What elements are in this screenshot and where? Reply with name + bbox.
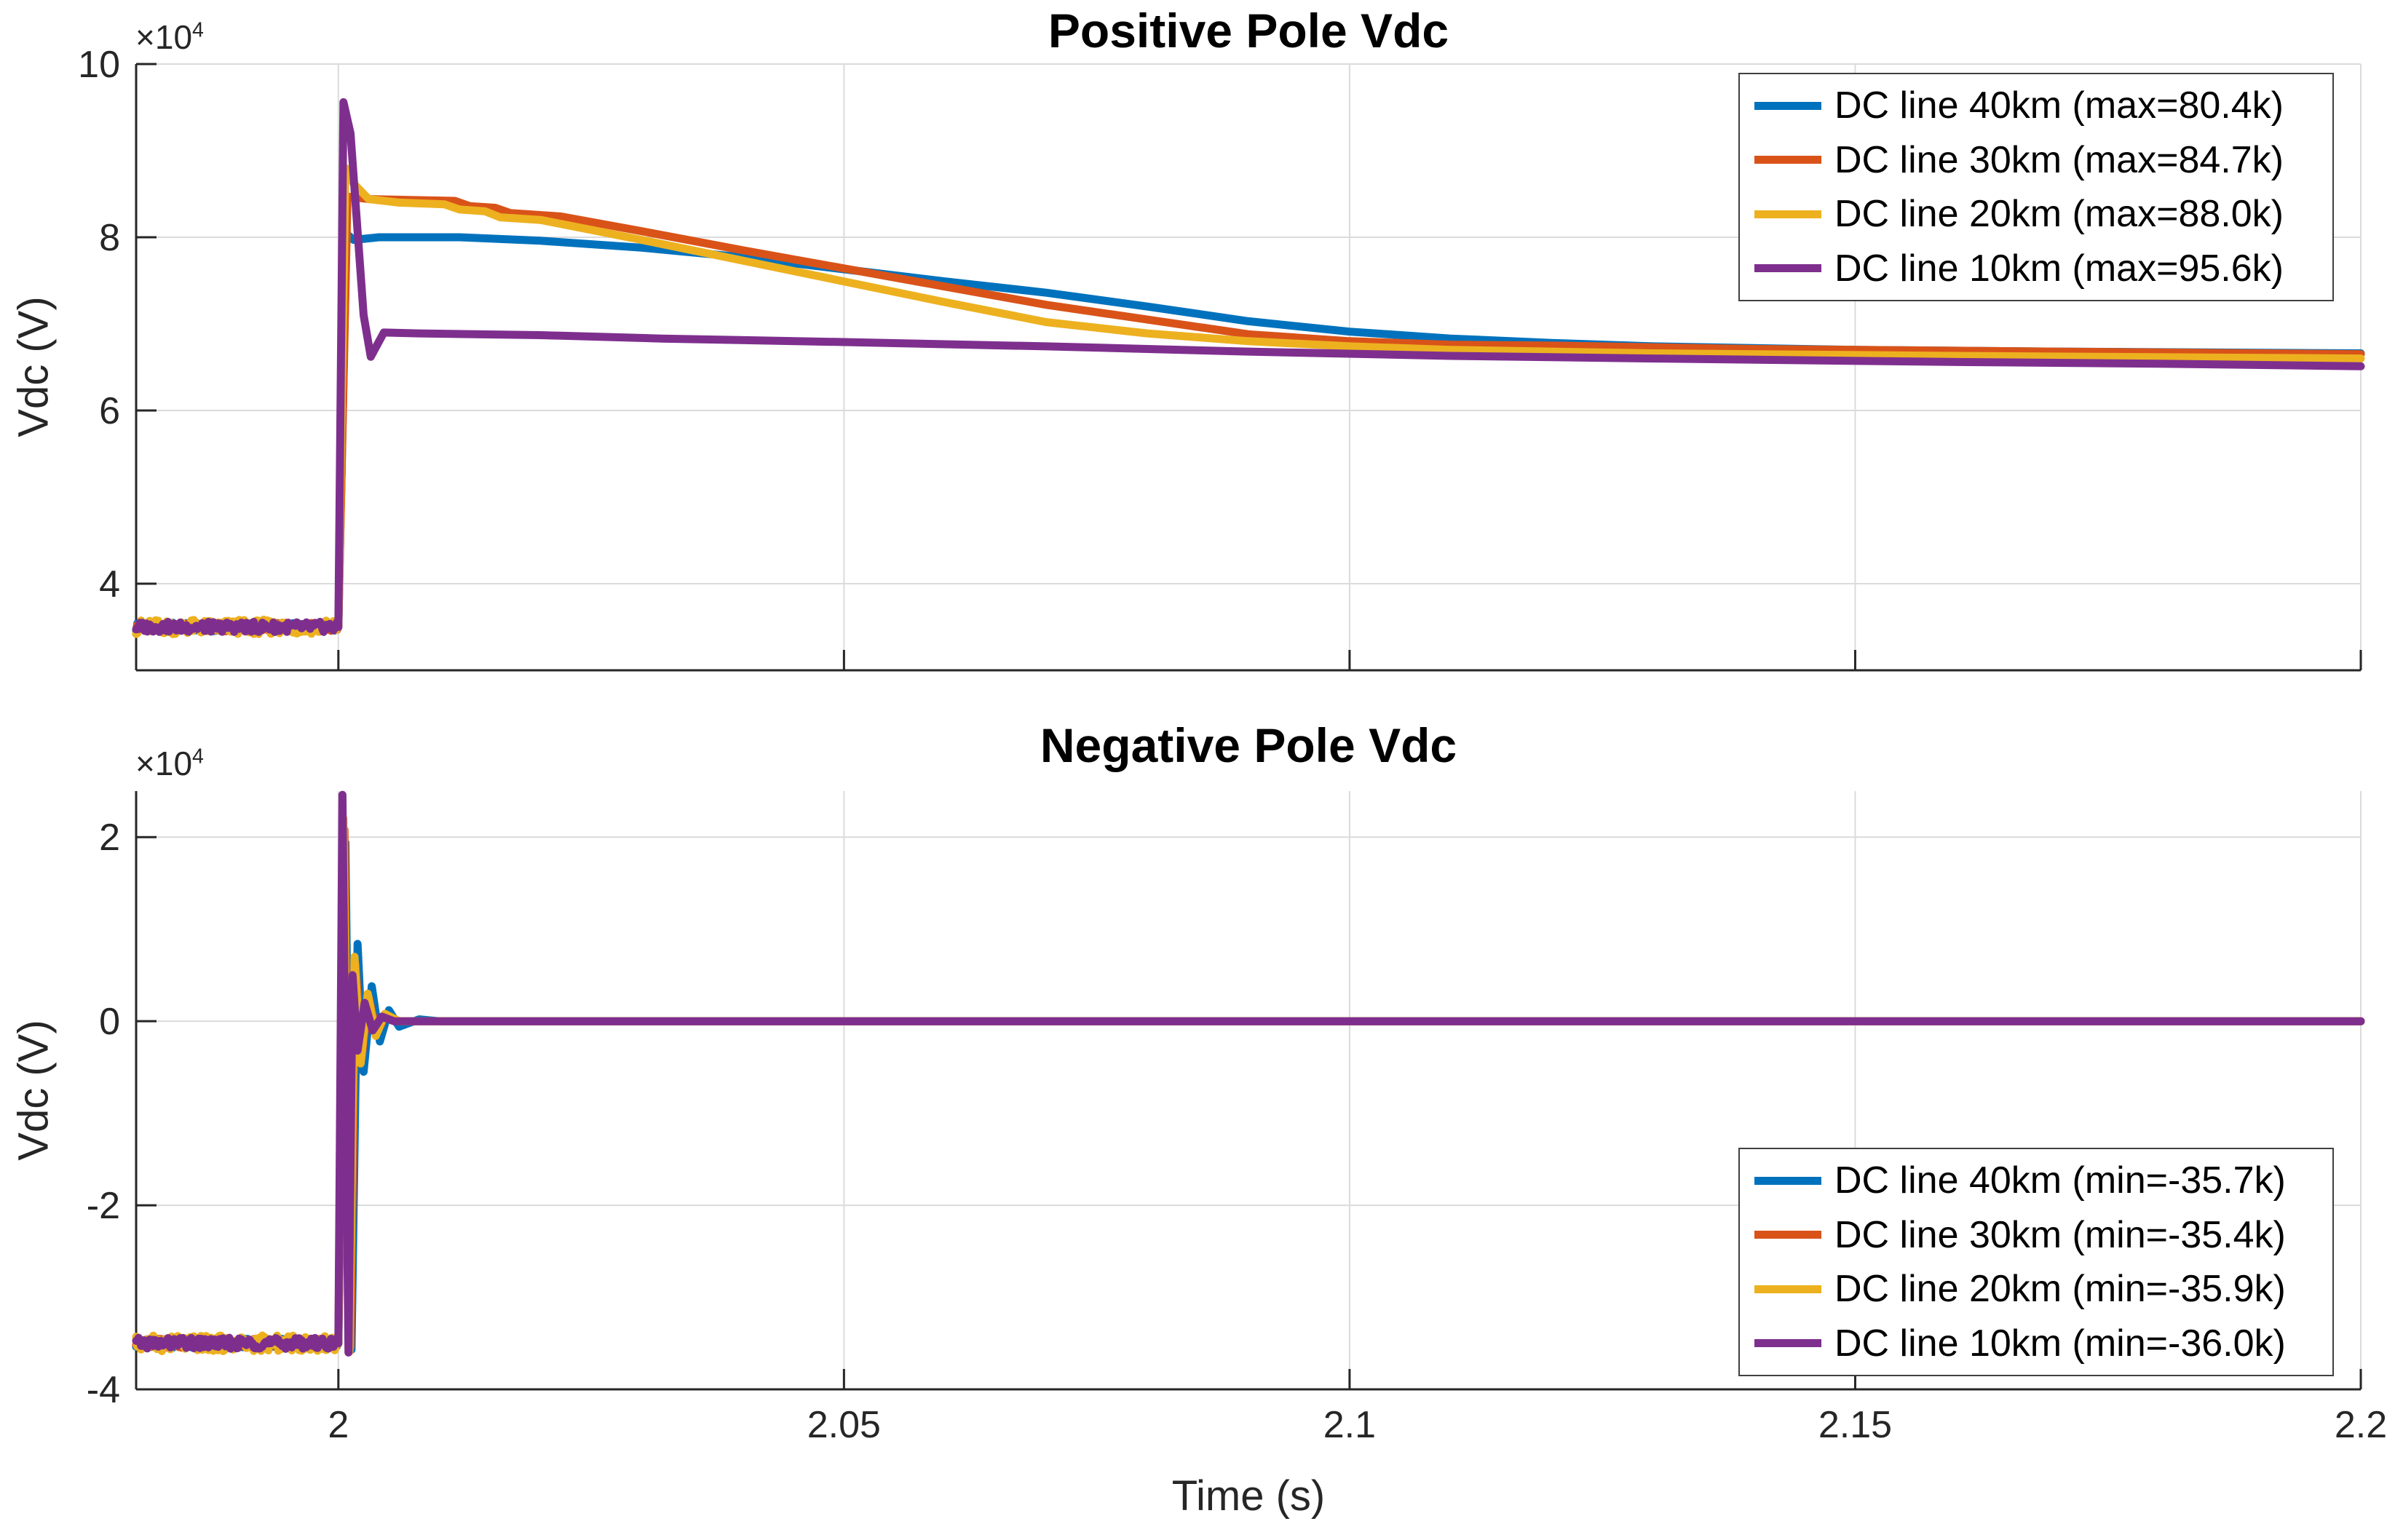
x-tick-label: 2.1 xyxy=(1323,1404,1376,1446)
legend-line-sample xyxy=(1754,1176,1821,1185)
legend-line-sample xyxy=(1754,101,1821,110)
legend-entry: DC line 10km (min=-36.0k) xyxy=(1754,1322,2332,1365)
legend-entry: DC line 40km (min=-35.7k) xyxy=(1754,1159,2332,1202)
x-axis-label: Time (s) xyxy=(1171,1472,1326,1520)
negative-pole-title: Negative Pole Vdc xyxy=(1040,718,1457,772)
legend-entry-label: DC line 30km (min=-35.4k) xyxy=(1834,1213,2286,1256)
y-axis-label-negative: Vdc (V) xyxy=(9,1020,58,1161)
y-tick-label: 6 xyxy=(99,390,120,432)
series-line-dc-line-10km xyxy=(132,98,2365,636)
x-tick-label: 2 xyxy=(328,1404,349,1446)
exponent-base: ×10 xyxy=(135,745,193,782)
legend-entry-label: DC line 20km (max=88.0k) xyxy=(1834,193,2284,236)
legend-entry-label: DC line 40km (min=-35.7k) xyxy=(1834,1159,2286,1202)
y-tick-label: 2 xyxy=(99,817,120,859)
legend-entry: DC line 20km (max=88.0k) xyxy=(1754,192,2332,236)
series-line-dc-line-10km xyxy=(132,790,2365,1357)
subplot-0: 4 6 8 10 xyxy=(78,44,2365,672)
legend-entry-label: DC line 20km (min=-35.9k) xyxy=(1834,1268,2286,1311)
y-tick-label: -2 xyxy=(87,1185,120,1227)
y-tick-label: 4 xyxy=(99,563,120,606)
legend-line-sample xyxy=(1754,1339,1821,1348)
legend-line-sample xyxy=(1754,1231,1821,1239)
y-axis-exponent-positive: ×104 xyxy=(135,17,204,57)
legend-entry: DC line 10km (max=95.6k) xyxy=(1754,247,2332,290)
legend-entry: DC line 40km (max=80.4k) xyxy=(1754,84,2332,127)
x-tick-label: 2.15 xyxy=(1818,1404,1892,1446)
y-axis-label-positive: Vdc (V) xyxy=(9,296,58,437)
legend-entry-label: DC line 10km (max=95.6k) xyxy=(1834,247,2284,290)
legend-line-sample xyxy=(1754,264,1821,273)
x-tick-label: 2.05 xyxy=(807,1404,881,1446)
legend-positive-pole: DC line 40km (max=80.4k) DC line 30km (m… xyxy=(1738,73,2334,301)
positive-pole-title: Positive Pole Vdc xyxy=(1048,4,1449,57)
subplot-1: -4 -2 0 2 2 2.05 2.1 2.15 2.2 xyxy=(87,790,2387,1446)
legend-entry: DC line 30km (max=84.7k) xyxy=(1754,138,2332,182)
exponent-power: 4 xyxy=(192,18,204,42)
legend-entry: DC line 30km (min=-35.4k) xyxy=(1754,1213,2332,1257)
y-tick-label: 10 xyxy=(78,44,120,86)
legend-negative-pole: DC line 40km (min=-35.7k) DC line 30km (… xyxy=(1738,1148,2334,1376)
y-tick-label: -4 xyxy=(87,1369,120,1411)
legend-entry: DC line 20km (min=-35.9k) xyxy=(1754,1267,2332,1311)
y-tick-label: 0 xyxy=(99,1001,120,1043)
x-tick-label: 2.2 xyxy=(2335,1404,2387,1446)
exponent-base: ×10 xyxy=(135,18,193,56)
legend-entry-label: DC line 40km (max=80.4k) xyxy=(1834,84,2284,127)
legend-entry-label: DC line 30km (max=84.7k) xyxy=(1834,138,2284,181)
y-axis-exponent-negative: ×104 xyxy=(135,744,204,783)
exponent-power: 4 xyxy=(192,745,204,769)
y-tick-label: 8 xyxy=(99,217,120,259)
legend-line-sample xyxy=(1754,156,1821,164)
legend-entry-label: DC line 10km (min=-36.0k) xyxy=(1834,1322,2286,1365)
legend-line-sample xyxy=(1754,210,1821,218)
legend-line-sample xyxy=(1754,1285,1821,1293)
